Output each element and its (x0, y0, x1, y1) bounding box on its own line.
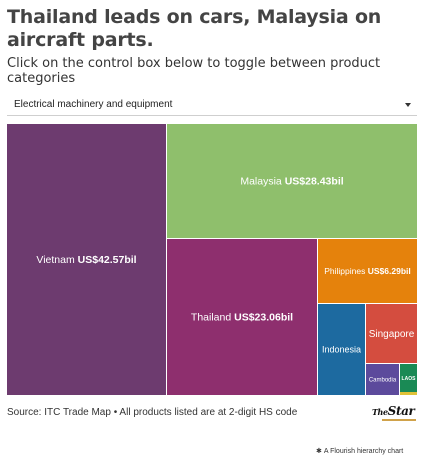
treemap-cell-philippines[interactable]: Philippines US$6.29bil (318, 239, 417, 303)
treemap-rect-malaysia (167, 124, 417, 238)
treemap-rect-philippines (318, 239, 417, 303)
treemap-country-cambodia: Cambodia (369, 378, 397, 384)
treemap-country-thailand: Thailand (191, 312, 231, 324)
logo-underline (382, 419, 416, 421)
chevron-down-icon (405, 103, 411, 107)
treemap-cell-cambodia[interactable]: Cambodia (366, 364, 399, 395)
treemap-cell-myanmar[interactable] (400, 392, 417, 395)
treemap-value-vietnam: US$42.57bil (75, 254, 137, 266)
treemap-value-philippines: US$6.29bil (365, 266, 410, 276)
flourish-icon: ✱ (316, 448, 322, 455)
treemap-value-malaysia: US$28.43bil (282, 176, 344, 188)
treemap-rect-vietnam (7, 124, 166, 395)
category-select[interactable]: Electrical machinery and equipment (7, 95, 417, 116)
treemap-country-singapore: Singapore (369, 329, 415, 340)
treemap-rect-thailand (167, 239, 317, 395)
the-star-logo: TheStar (372, 404, 419, 421)
treemap-label-singapore: Singapore (369, 329, 415, 340)
treemap-rect-singapore (366, 304, 417, 363)
category-select-value: Electrical machinery and equipment (14, 99, 173, 110)
source-note: Source: ITC Trade Map • All products lis… (7, 407, 298, 418)
treemap-label-laos: LAOS (402, 376, 417, 382)
treemap-cell-laos[interactable]: LAOS (400, 364, 417, 392)
treemap-cell-thailand[interactable]: Thailand US$23.06bil (167, 239, 317, 395)
treemap-label-malaysia: Malaysia US$28.43bil (240, 176, 343, 188)
chart-title: Thailand leads on cars, Malaysia on airc… (7, 6, 382, 51)
treemap-label-cambodia: Cambodia (369, 378, 397, 384)
treemap-cell-indonesia[interactable]: Indonesia (318, 304, 365, 395)
treemap-value-thailand: US$23.06bil (231, 312, 293, 324)
treemap-country-vietnam: Vietnam (36, 254, 75, 266)
treemap-label-philippines: Philippines US$6.29bil (324, 266, 410, 276)
treemap-cell-singapore[interactable]: Singapore (366, 304, 417, 363)
treemap-country-indonesia: Indonesia (322, 345, 361, 355)
credit-text: A Flourish hierarchy chart (323, 448, 404, 455)
treemap-label-thailand: Thailand US$23.06bil (191, 312, 293, 324)
treemap-rect-cambodia (366, 364, 399, 395)
treemap-country-laos: LAOS (402, 376, 417, 382)
treemap-cell-malaysia[interactable]: Malaysia US$28.43bil (167, 124, 417, 238)
flourish-credit[interactable]: ✱ A Flourish hierarchy chart (316, 447, 403, 455)
treemap-label-vietnam: Vietnam US$42.57bil (36, 254, 136, 266)
treemap-cell-vietnam[interactable]: Vietnam US$42.57bil (7, 124, 166, 395)
logo-prefix: The (372, 407, 388, 417)
chart-subtitle: Click on the control box below to toggle… (7, 56, 381, 86)
treemap-country-philippines: Philippines (324, 266, 365, 276)
treemap-label-indonesia: Indonesia (322, 345, 361, 355)
treemap-rect-indonesia (318, 304, 365, 395)
treemap-rect-myanmar (400, 392, 417, 395)
logo-name: Star (387, 404, 415, 418)
treemap-country-malaysia: Malaysia (240, 176, 282, 188)
treemap-rect-laos (400, 364, 417, 392)
